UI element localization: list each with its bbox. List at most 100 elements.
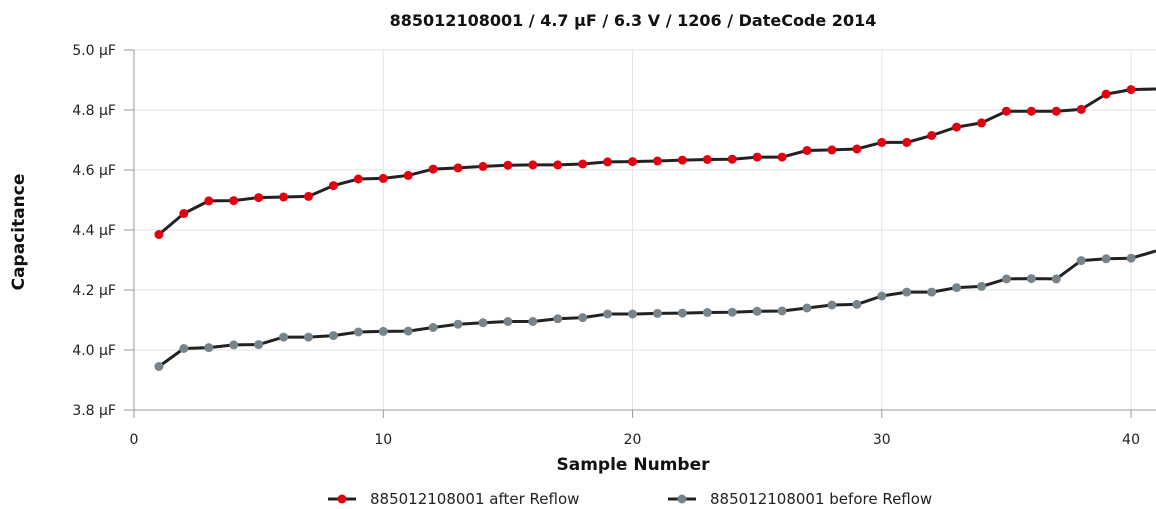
data-point <box>553 314 563 324</box>
data-point <box>827 145 837 155</box>
data-point <box>378 326 388 336</box>
series-after-reflow <box>154 85 1156 239</box>
data-point <box>1101 254 1111 264</box>
data-point <box>952 283 962 293</box>
data-point <box>578 313 588 323</box>
x-tick-label: 40 <box>1122 432 1140 448</box>
data-point <box>902 287 912 297</box>
data-point <box>154 362 164 371</box>
data-point <box>229 196 239 206</box>
y-tick-label: 5.0 µF <box>72 43 116 59</box>
data-point <box>777 306 787 316</box>
chart-title: 885012108001 / 4.7 µF / 6.3 V / 1206 / D… <box>390 11 877 30</box>
data-point <box>403 326 413 336</box>
data-point <box>777 152 787 162</box>
data-point <box>1051 106 1061 116</box>
data-point <box>1101 89 1111 99</box>
data-point <box>578 159 588 169</box>
data-point <box>852 144 862 154</box>
data-point <box>727 154 737 164</box>
data-point <box>1126 85 1136 95</box>
y-tick-label: 4.8 µF <box>72 103 116 119</box>
data-point <box>1026 274 1036 284</box>
data-point <box>1076 256 1086 266</box>
data-point <box>927 287 937 297</box>
data-point <box>802 303 812 313</box>
data-point <box>378 173 388 183</box>
series-line <box>158 249 1156 368</box>
data-point <box>154 230 164 239</box>
y-tick-label: 4.4 µF <box>72 223 116 239</box>
data-point <box>528 317 538 326</box>
data-point <box>328 331 338 341</box>
data-point <box>254 193 264 203</box>
data-point <box>528 160 538 170</box>
axes: 3.8 µF 4.0 µF 4.2 µF 4.4 µF 4.6 µF 4.8 µF 5.0 … <box>72 43 1156 448</box>
legend-label: 885012108001 after Reflow <box>370 490 579 508</box>
data-point <box>453 319 463 329</box>
data-point <box>204 196 214 206</box>
data-point <box>877 137 887 147</box>
grid <box>133 49 1156 411</box>
data-point <box>1126 253 1136 263</box>
data-point <box>254 340 264 350</box>
data-point <box>927 131 937 140</box>
data-point <box>1026 106 1036 116</box>
data-point <box>303 332 313 342</box>
data-point <box>652 156 662 166</box>
data-point <box>1001 106 1011 116</box>
data-point <box>503 317 513 326</box>
data-point <box>752 306 762 316</box>
data-point <box>628 157 638 167</box>
data-point <box>328 181 338 191</box>
data-point <box>428 164 438 174</box>
data-point <box>727 307 737 317</box>
data-point <box>1076 104 1086 114</box>
data-point <box>603 157 613 167</box>
data-point <box>553 160 563 170</box>
series-layer <box>154 85 1156 371</box>
y-tick-label: 4.0 µF <box>72 343 116 359</box>
data-point <box>977 118 987 128</box>
data-point <box>702 308 712 317</box>
data-point <box>1001 274 1011 284</box>
data-point <box>279 332 289 342</box>
data-point <box>279 192 289 202</box>
data-point <box>403 170 413 180</box>
data-point <box>977 281 987 291</box>
data-point <box>204 343 214 353</box>
data-point <box>179 344 189 353</box>
data-point <box>179 209 189 218</box>
data-point <box>353 174 363 184</box>
x-axis-title: Sample Number <box>557 455 711 475</box>
x-tick-label: 30 <box>873 432 891 448</box>
data-point <box>702 155 712 164</box>
data-point <box>453 163 463 173</box>
data-point <box>428 323 438 332</box>
x-tick-label: 0 <box>130 432 139 448</box>
data-point <box>603 309 613 319</box>
series-before-reflow <box>154 249 1156 371</box>
legend-swatch-marker <box>337 494 347 504</box>
y-tick-label: 4.2 µF <box>72 283 116 299</box>
data-point <box>353 327 363 337</box>
data-point <box>478 161 488 171</box>
data-point <box>1051 274 1061 284</box>
data-point <box>827 300 837 310</box>
data-point <box>877 291 887 301</box>
data-point <box>628 309 638 319</box>
data-point <box>503 160 513 170</box>
data-point <box>952 122 962 132</box>
y-axis-title: Capacitance <box>9 174 29 291</box>
data-point <box>652 308 662 318</box>
legend-label: 885012108001 before Reflow <box>710 490 932 508</box>
data-point <box>303 191 313 201</box>
data-point <box>852 299 862 309</box>
data-point <box>677 308 687 318</box>
data-point <box>752 152 762 162</box>
data-point <box>677 155 687 165</box>
y-tick-label: 3.8 µF <box>72 403 116 419</box>
data-point <box>478 318 488 328</box>
data-point <box>229 340 239 350</box>
